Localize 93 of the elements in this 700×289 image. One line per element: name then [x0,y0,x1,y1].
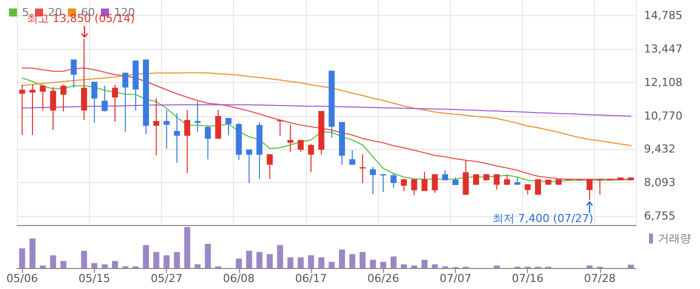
bar [19,248,26,268]
bar [400,264,407,268]
x-tick-label: 07/16 [512,272,544,285]
bar [112,261,118,268]
candlestick [432,174,438,194]
bar [60,261,66,268]
y-tick-label: 14,785 [644,8,682,22]
bar [328,262,335,268]
candlestick [422,172,428,192]
bar [432,264,438,268]
annotation: 최저 7,400 (07/27) [492,212,594,225]
bar [81,250,88,268]
candlestick [184,110,190,174]
x-tick-label: 07/28 [584,272,616,285]
x-tick-label: 05/06 [6,272,38,285]
bar [338,250,345,268]
candlestick [442,170,448,181]
candlestick [534,178,541,196]
candlestick [277,120,284,136]
candlestick [390,173,397,188]
bar [102,264,108,268]
candlestick [298,140,304,152]
bar [360,252,366,268]
y-tick-label: 6,755 [644,210,676,223]
candlestick [462,160,469,196]
x-tick-label: 05/27 [150,272,182,285]
candlestick [60,84,66,112]
bar [184,227,190,268]
candlestick [370,166,376,194]
bar [298,257,304,268]
candlestick [112,84,118,122]
candlestick [102,85,108,112]
line-series [22,72,632,146]
bar [422,260,428,268]
legend-label: 거래량 [658,232,691,245]
bar [174,252,180,268]
candlestick [70,59,77,88]
bar [349,254,356,268]
bar [246,250,252,268]
bar [380,262,386,268]
candlestick [308,144,314,172]
y-tick-label: 13,447 [644,42,682,56]
candlestick [81,38,88,120]
candlestick [504,174,510,186]
bar [153,252,160,268]
candlestick [19,84,26,136]
bar [194,264,201,268]
y-tick-label: 12,108 [644,76,682,89]
bar [29,238,36,268]
bar [204,244,211,268]
bar [277,245,284,268]
legend-label: 5 [22,6,29,19]
x-tick-label: 05/15 [78,272,110,285]
bar [50,255,56,268]
y-tick-label: 9,432 [644,142,676,156]
candlestick [29,84,36,136]
candlestick [40,84,46,111]
bar [266,254,273,268]
candlestick [411,178,418,196]
candlestick [586,178,593,200]
candlestick [494,174,500,190]
bar [256,252,262,268]
candlestick [225,118,232,136]
y-tick-label: 10,770 [644,109,682,122]
candlestick [50,86,56,130]
candlestick [596,178,603,196]
candlestick [215,110,222,140]
bar [370,260,376,268]
candlestick [266,154,273,180]
candlestick [174,112,180,164]
candlestick [122,72,128,132]
x-tick-label: 06/26 [367,272,400,285]
x-tick-label: 06/08 [222,272,255,285]
bar [308,255,314,268]
candlestick [287,124,294,152]
bar [318,257,324,268]
candlestick [204,124,211,160]
candlestick [194,101,201,132]
candlestick [349,150,356,166]
candlestick [153,98,160,156]
candlestick [164,110,170,150]
candlestick [91,81,98,124]
bar [390,256,397,268]
bar [164,255,170,268]
bar [142,245,149,268]
bar [236,258,242,268]
bar [91,263,98,268]
x-tick-label: 06/17 [295,272,327,285]
bar [287,257,294,268]
bar [628,264,634,268]
x-tick-label: 07/07 [440,272,472,285]
y-tick-label: 8,093 [644,176,676,190]
candlestick [246,149,252,184]
